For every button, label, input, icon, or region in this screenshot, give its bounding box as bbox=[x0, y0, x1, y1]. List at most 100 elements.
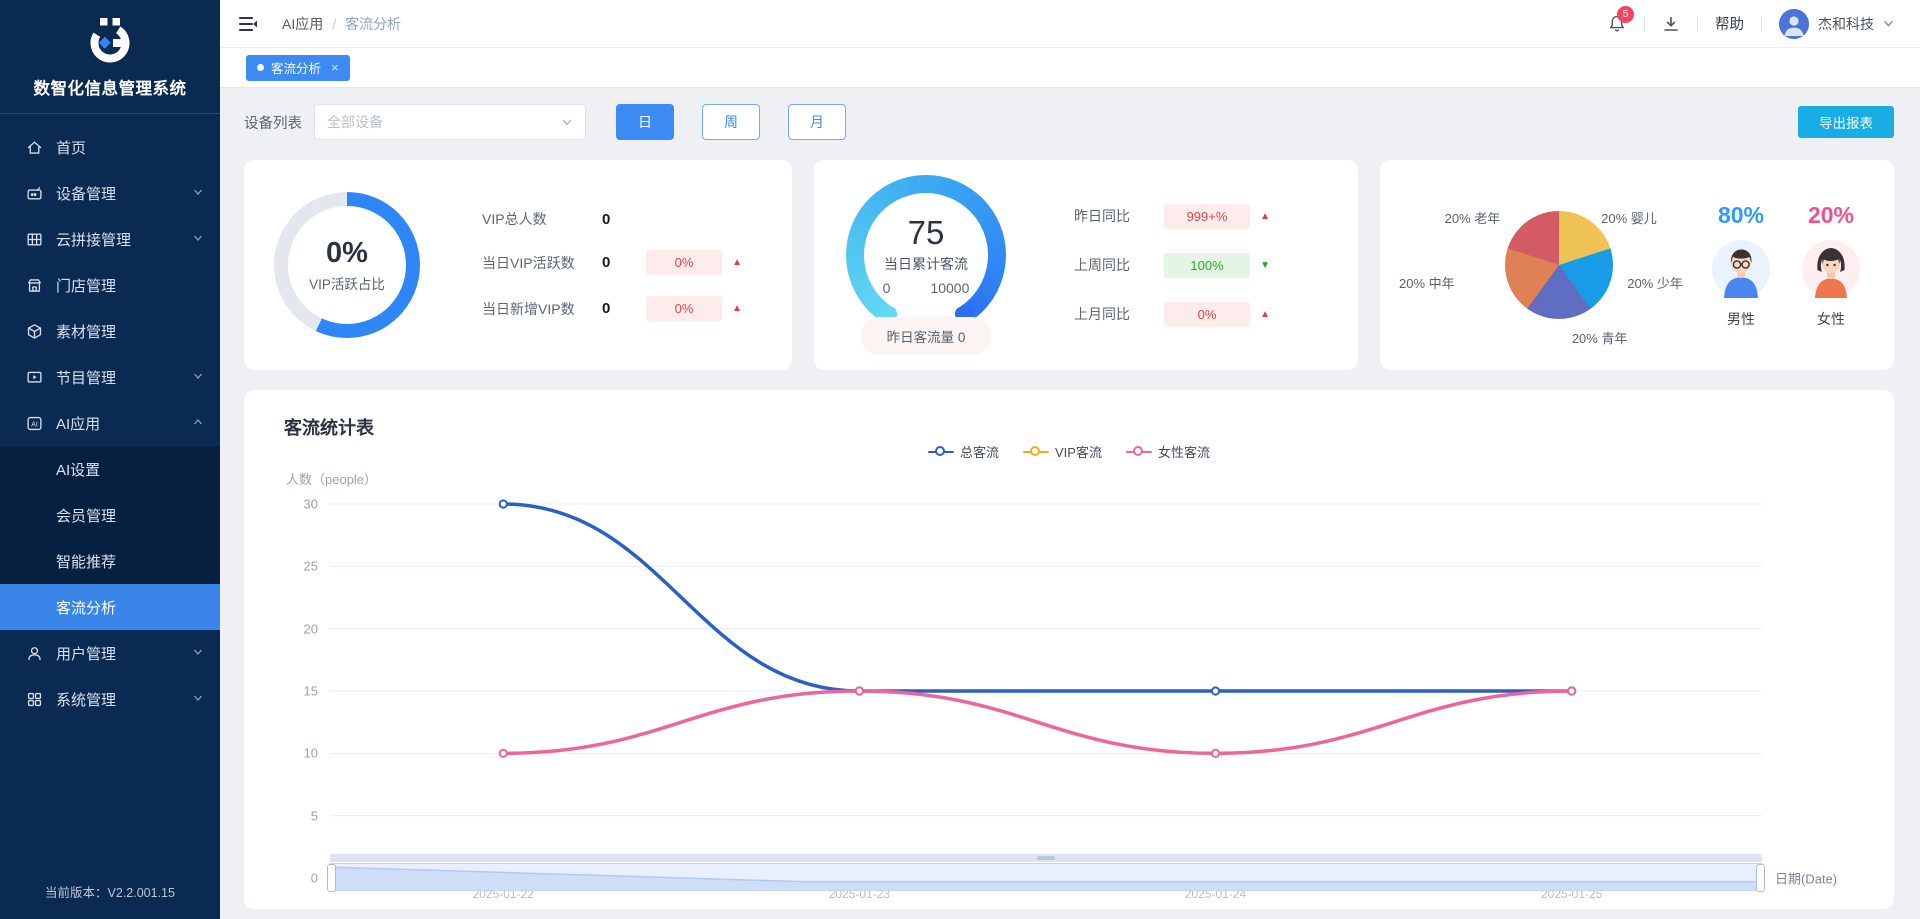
legend-label: 女性客流 bbox=[1157, 445, 1210, 460]
breadcrumb: AI应用 / 客流分析 bbox=[282, 14, 401, 34]
vip-ring-caption: VIP活跃占比 bbox=[309, 277, 385, 292]
y-tick-label: 15 bbox=[303, 683, 318, 699]
ai-icon: AI bbox=[26, 415, 43, 432]
sidebar-item-store[interactable]: 门店管理 bbox=[0, 262, 220, 308]
age-pie-chart bbox=[1504, 211, 1613, 319]
menu-fold-icon[interactable] bbox=[238, 14, 258, 34]
gauge-min: 0 bbox=[882, 280, 891, 296]
device-select-placeholder: 全部设备 bbox=[327, 114, 383, 130]
content: 设备列表 全部设备 日周月 导出报表 0% VIP活跃占比 bbox=[220, 88, 1920, 919]
kpi-label: 上月同比 bbox=[1074, 306, 1130, 322]
legend-marker-icon bbox=[928, 446, 954, 457]
sidebar-item-material[interactable]: 素材管理 bbox=[0, 308, 220, 354]
filter-row: 设备列表 全部设备 日周月 导出报表 bbox=[244, 102, 1894, 142]
legend-label: 总客流 bbox=[960, 445, 1000, 460]
sidebar-item-label: 设备管理 bbox=[56, 185, 117, 203]
notification-badge: 5 bbox=[1617, 5, 1634, 23]
sidebar-item-member[interactable]: 会员管理 bbox=[0, 492, 220, 538]
sidebar-item-label: 智能推荐 bbox=[56, 553, 117, 571]
age-pie-zone: 20% 婴儿 20% 少年 20% 青年 20% 中年 20% 老年 bbox=[1386, 160, 1712, 370]
kpi-cards-row: 0% VIP活跃占比 VIP总人数 0 当日VIP活跃数 0 0% ▲ 当日新增VIP数 0 0… bbox=[244, 160, 1894, 370]
datazoom-track[interactable] bbox=[327, 863, 1765, 892]
datazoom-scrollbar[interactable] bbox=[330, 854, 1762, 862]
store-icon bbox=[26, 277, 43, 294]
kpi-badge: 100% bbox=[1164, 252, 1250, 278]
sidebar-menu: 首页设备管理云拼接管理 门店管理素材管理节目管理 AI AI应用 AI设置会员管理智能推… bbox=[0, 114, 220, 868]
vip-ring-percent: 0% bbox=[326, 237, 368, 269]
datazoom-grip[interactable] bbox=[1037, 856, 1055, 860]
trend-up-icon: ▲ bbox=[1260, 308, 1270, 320]
tab-label: 客流分析 bbox=[271, 62, 322, 76]
download-icon[interactable] bbox=[1662, 15, 1680, 33]
sidebar-item-ai-app[interactable]: AI AI应用 bbox=[0, 400, 220, 446]
sidebar-item-cloud-splice[interactable]: 云拼接管理 bbox=[0, 216, 220, 262]
flow-compare-rows: 昨日同比 999+% ▲ 上周同比 100% ▼ 上月同比 0% ▲ bbox=[1074, 203, 1270, 327]
sidebar-item-system[interactable]: 系统管理 bbox=[0, 676, 220, 722]
sidebar-submenu-ai-app: AI设置会员管理智能推荐客流分析 bbox=[0, 446, 220, 630]
period-button-1[interactable]: 周 bbox=[702, 104, 760, 140]
sidebar-item-ai-settings[interactable]: AI设置 bbox=[0, 446, 220, 492]
tab-flow-analysis[interactable]: 客流分析 × bbox=[246, 54, 350, 81]
vip-activity-card: 0% VIP活跃占比 VIP总人数 0 当日VIP活跃数 0 0% ▲ 当日新增VIP数 0 0… bbox=[244, 160, 792, 370]
squares-icon bbox=[26, 691, 43, 708]
datazoom-slider bbox=[327, 854, 1765, 892]
datazoom-handle-left[interactable] bbox=[327, 864, 336, 892]
legend-item-1[interactable]: VIP客流 bbox=[1023, 442, 1102, 461]
legend-item-2[interactable]: 女性客流 bbox=[1125, 442, 1210, 461]
kpi-label: 当日VIP活跃数 bbox=[482, 254, 575, 271]
legend-item-0[interactable]: 总客流 bbox=[928, 442, 999, 461]
chevron-down-icon bbox=[192, 185, 204, 202]
sidebar-item-device[interactable]: 设备管理 bbox=[0, 170, 220, 216]
sidebar-item-smart-recommend[interactable]: 智能推荐 bbox=[0, 538, 220, 584]
sidebar-item-flow-analysis[interactable]: 客流分析 bbox=[0, 584, 220, 630]
kpi-value: 0 bbox=[602, 254, 611, 271]
kpi-value: 0 bbox=[602, 300, 611, 317]
x-axis-title: 日期(Date) bbox=[1775, 871, 1838, 887]
chart-legend: 总客流 VIP客流 女性客流 bbox=[284, 442, 1854, 461]
svg-text:AI: AI bbox=[31, 421, 38, 428]
tab-bar: 客流分析 × bbox=[220, 48, 1920, 88]
y-tick-label: 20 bbox=[303, 621, 318, 637]
breadcrumb-separator: / bbox=[332, 15, 337, 32]
datazoom-handle-right[interactable] bbox=[1756, 864, 1765, 892]
tab-close-icon[interactable]: × bbox=[331, 60, 339, 75]
company-name: 杰和科技 bbox=[1818, 15, 1874, 32]
flow-statistics-card: 客流统计表 总客流 VIP客流 女性客流 人数（people） 0 5 10 15 20 25… bbox=[244, 390, 1894, 909]
user-menu[interactable]: 杰和科技 bbox=[1779, 8, 1894, 39]
sidebar-item-program[interactable]: 节目管理 bbox=[0, 354, 220, 400]
daily-flow-card: 75 当日累计客流 0 10000 昨日客流量 0 昨日同比 999+% ▲ 上周同比… bbox=[814, 160, 1358, 370]
sidebar-item-home[interactable]: 首页 bbox=[0, 124, 220, 170]
y-tick-label: 10 bbox=[303, 745, 318, 761]
sidebar-item-label: 客流分析 bbox=[56, 599, 117, 617]
sidebar-item-user[interactable]: 用户管理 bbox=[0, 630, 220, 676]
trend-up-icon: ▲ bbox=[1260, 210, 1270, 222]
trend-up-icon: ▲ bbox=[732, 257, 742, 268]
legend-marker-icon bbox=[1125, 446, 1152, 457]
grid-icon bbox=[26, 231, 43, 248]
female-percent: 20% bbox=[1807, 201, 1855, 228]
pie-label-少年: 20% 少年 bbox=[1627, 276, 1683, 292]
export-report-button[interactable]: 导出报表 bbox=[1798, 106, 1894, 138]
breadcrumb-parent[interactable]: AI应用 bbox=[282, 15, 324, 32]
yesterday-flow-pill: 昨日客流量 0 bbox=[860, 317, 992, 355]
notification-bell-icon[interactable]: 5 bbox=[1607, 5, 1634, 34]
period-button-0[interactable]: 日 bbox=[616, 104, 674, 140]
help-link[interactable]: 帮助 bbox=[1715, 17, 1744, 33]
device-select[interactable]: 全部设备 bbox=[314, 104, 586, 140]
sidebar-item-label: 素材管理 bbox=[56, 323, 117, 341]
chevron-down-icon bbox=[192, 645, 204, 662]
sidebar-item-label: 首页 bbox=[56, 139, 87, 157]
male-stat: 80% 男性 bbox=[1712, 202, 1770, 329]
cube-icon bbox=[26, 323, 43, 340]
device-list-label: 设备列表 bbox=[244, 115, 302, 132]
legend-label: VIP客流 bbox=[1055, 445, 1102, 460]
tab-active-dot bbox=[257, 64, 264, 71]
y-axis-title: 人数（people） bbox=[286, 472, 378, 487]
sidebar-item-label: AI应用 bbox=[56, 415, 101, 433]
period-button-2[interactable]: 月 bbox=[788, 104, 846, 140]
sidebar-item-label: 系统管理 bbox=[56, 691, 117, 709]
y-tick-label: 25 bbox=[303, 558, 318, 574]
kpi-badge: 0% bbox=[646, 296, 722, 321]
sidebar-item-label: 会员管理 bbox=[56, 507, 117, 525]
